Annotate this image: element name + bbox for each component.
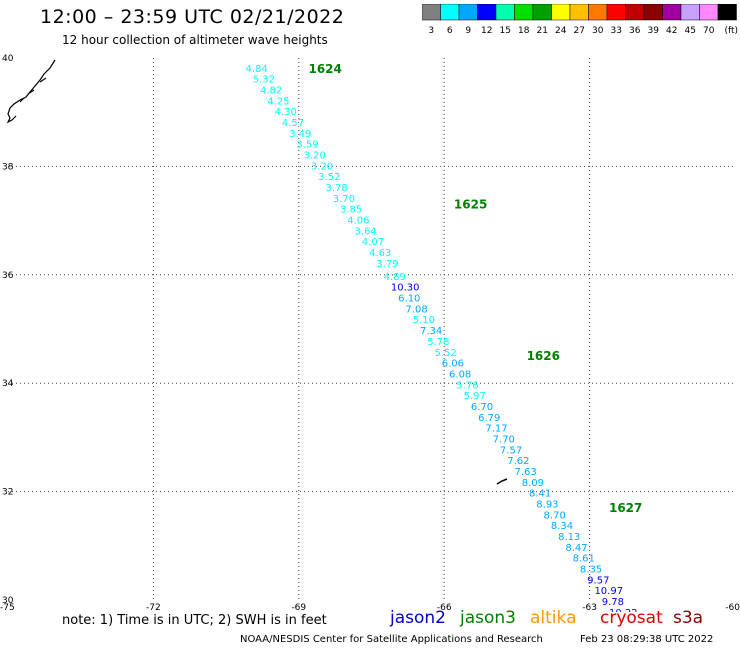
scale-label: 39 [648, 26, 660, 36]
scale-label: 18 [518, 26, 530, 36]
scale-label: 70 [703, 26, 715, 36]
wave-height-label: 10.97 [594, 586, 623, 597]
wave-height-label: 3.70 [333, 194, 355, 205]
wave-height-label: 5.32 [253, 75, 275, 86]
coastline [6, 59, 56, 124]
wave-height-label: 3.20 [311, 161, 333, 172]
wave-height-label: 3.49 [289, 129, 311, 140]
orbit-number-label: 1625 [454, 197, 487, 211]
credit-line: NOAA/NESDIS Center for Satellite Applica… [240, 634, 543, 645]
wave-height-label: 8.47 [565, 543, 587, 554]
orbit-number-label: 1626 [527, 349, 560, 363]
wave-height-label: 8.61 [573, 554, 595, 565]
wave-height-label: 4.89 [384, 272, 406, 283]
generated-timestamp: Feb 23 08:29:38 UTC 2022 [580, 634, 714, 645]
scale-label: 15 [500, 26, 511, 36]
wave-height-label: 6.79 [478, 413, 500, 424]
scale-label: 24 [555, 26, 567, 36]
lat-tick-label: 40 [2, 54, 14, 64]
scale-label: 36 [629, 26, 641, 36]
orbit-number-label: 1624 [308, 62, 341, 76]
wave-height-label: 8.35 [580, 565, 602, 576]
wave-height-label: 5.52 [435, 348, 457, 359]
wave-height-label: 8.93 [536, 500, 558, 511]
lon-tick-label: -72 [146, 603, 161, 612]
lon-tick-label: -60 [725, 603, 740, 612]
wave-height-label: 3.79 [376, 259, 398, 270]
orbit-number-label: 1627 [609, 501, 642, 515]
wave-height-label: 10.22 [609, 608, 638, 612]
wave-height-label: 5.78 [427, 337, 449, 348]
wave-height-label: 3.85 [340, 205, 362, 216]
footnote: note: 1) Time is in UTC; 2) SWH is in fe… [62, 613, 327, 628]
wave-height-label: 3.52 [318, 172, 340, 183]
legend-jason3: jason3 [460, 608, 516, 628]
scale-label: 30 [592, 26, 604, 36]
bermuda-island [496, 478, 508, 485]
wave-height-label: 7.57 [500, 445, 522, 456]
wave-height-label: 8.41 [529, 489, 551, 500]
scale-label: 21 [537, 26, 548, 36]
scale-label: 6 [447, 26, 453, 36]
lat-tick-label: 32 [2, 488, 13, 498]
wave-height-label: 7.17 [485, 424, 507, 435]
lon-tick-label: -69 [291, 603, 306, 612]
wave-height-label: 6.08 [449, 369, 471, 380]
wave-height-label: 8.13 [558, 532, 580, 543]
wave-height-label: 3.64 [355, 226, 377, 237]
wave-height-label: 4.30 [275, 107, 297, 118]
wave-height-label: 4.07 [362, 237, 384, 248]
color-scale-legend: 3 6 9 12 15 18 21 24 27 30 33 36 39 42 45 70 (ft) [422, 4, 738, 36]
wave-height-label: 3.20 [304, 150, 326, 161]
chart-title: 12:00 – 23:59 UTC 02/21/2022 [40, 6, 345, 28]
wave-height-label: 3.59 [296, 140, 318, 151]
chart-subtitle: 12 hour collection of altimeter wave hei… [62, 33, 328, 47]
lat-tick-label: 38 [2, 162, 14, 172]
wave-height-label: 7.34 [420, 326, 442, 337]
lon-tick-label: -66 [437, 603, 452, 612]
wave-height-label: 4.06 [347, 216, 369, 227]
wave-height-label: 9.57 [587, 575, 609, 586]
wave-height-label: 4.63 [369, 248, 391, 259]
wave-height-label: 4.25 [267, 96, 289, 107]
lon-tick-label: -63 [582, 603, 597, 612]
scale-label: 9 [465, 26, 471, 36]
legend-jason2: jason2 [390, 608, 446, 628]
wave-height-label: 7.70 [493, 434, 515, 445]
lon-tick-label: -75 [0, 603, 15, 612]
wave-height-label: 7.08 [405, 304, 427, 315]
scale-label: 3 [428, 26, 434, 36]
scale-swatch [717, 4, 737, 21]
wave-height-label: 5.97 [464, 391, 486, 402]
scale-label: 33 [611, 26, 622, 36]
scale-label: 45 [685, 26, 696, 36]
legend-s3a: s3a [673, 608, 704, 628]
wave-height-label: 9.78 [602, 597, 624, 608]
scale-label: 12 [481, 26, 492, 36]
wave-height-label: 8.34 [551, 521, 573, 532]
wave-height-label: 6.06 [442, 359, 464, 370]
wave-height-label: 8.70 [544, 510, 566, 521]
wave-height-label: 4.57 [282, 118, 304, 129]
wave-height-label: 6.70 [471, 402, 493, 413]
lat-tick-label: 30 [2, 596, 14, 606]
scale-label: 42 [666, 26, 677, 36]
scale-label: (ft) [724, 26, 738, 36]
legend-altika: altika [530, 608, 577, 628]
wave-height-label: 8.09 [522, 478, 544, 489]
wave-height-label: 7.62 [507, 456, 529, 467]
wave-height-label: 3.78 [325, 183, 347, 194]
wave-height-label: 6.10 [398, 294, 420, 305]
scale-label: 27 [574, 26, 585, 36]
wave-height-label: 4.82 [260, 85, 282, 96]
wave-height-label: 7.63 [514, 467, 536, 478]
wave-height-label: 4.84 [245, 64, 267, 75]
lat-tick-label: 34 [2, 379, 14, 389]
wave-height-label: 5.76 [456, 380, 478, 391]
wave-height-label: 10.30 [391, 283, 420, 294]
lat-tick-label: 36 [2, 271, 14, 281]
wave-height-label: 5.10 [413, 315, 435, 326]
legend-cryosat: cryosat [600, 608, 663, 628]
